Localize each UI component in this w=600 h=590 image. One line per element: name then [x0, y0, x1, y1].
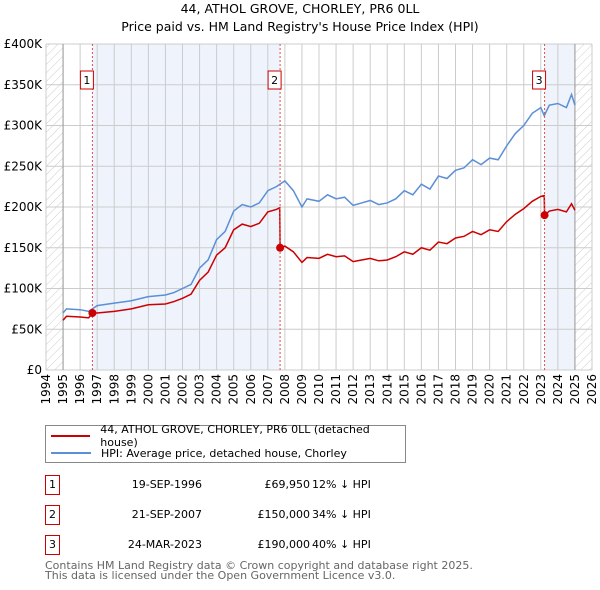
sale-label: 1 — [83, 74, 90, 87]
y-tick-label: £200K — [4, 200, 44, 214]
x-tick-label: 2021 — [500, 374, 514, 405]
sale-point — [540, 211, 549, 220]
chart-subtitle: Price paid vs. HM Land Registry's House … — [121, 19, 479, 34]
y-tick-label: £250K — [4, 159, 44, 173]
sale-label-box — [79, 70, 94, 90]
x-tick-label: 2006 — [244, 374, 258, 405]
y-tick-label: £100K — [4, 282, 44, 296]
sale-number: 2 — [45, 505, 60, 525]
y-tick-label: £50K — [11, 322, 43, 336]
series-line-property — [62, 194, 576, 321]
y-tick-label: £0 — [27, 363, 42, 377]
x-tick-label: 2010 — [312, 374, 326, 405]
x-tick-label: 2024 — [551, 374, 565, 405]
x-tick-label: 2009 — [295, 374, 309, 405]
legend-hpi: HPI: Average price, detached house, Chor… — [101, 446, 347, 460]
x-tick-label: 1999 — [124, 374, 138, 405]
x-tick-label: 2013 — [363, 374, 377, 405]
x-tick-label: 2011 — [329, 374, 343, 405]
x-tick-label: 2000 — [141, 374, 155, 405]
x-tick-label: 2016 — [414, 374, 428, 405]
x-tick-label: 2025 — [568, 374, 582, 405]
sale-price: £69,950 — [264, 478, 311, 491]
sale-label-box — [532, 70, 547, 90]
x-tick-label: 2004 — [210, 374, 224, 405]
sale-hpi-diff: 40% ↓ HPI — [312, 538, 371, 551]
sale-price: £190,000 — [257, 538, 311, 551]
sale-date: 21-SEP-2007 — [131, 508, 202, 521]
sale-point — [88, 308, 97, 317]
y-tick-label: £350K — [4, 78, 44, 92]
price-chart: £0 £50K £100K £150K £200K £250K £300K £350K £400… — [4, 37, 599, 405]
sale-label: 3 — [536, 74, 543, 87]
x-tick-label: 2002 — [176, 374, 190, 405]
sale-label-box — [267, 70, 282, 90]
sale-point — [276, 243, 285, 252]
sale-row: 2 21-SEP-2007 £150,000 34% ↓ HPI — [45, 505, 445, 525]
x-tick-label: 2008 — [278, 374, 292, 405]
footer-licence: This data is licensed under the Open Gov… — [45, 569, 396, 582]
sale-date: 24-MAR-2023 — [127, 538, 202, 551]
x-tick-label: 2015 — [397, 374, 411, 405]
sale-hpi-diff: 34% ↓ HPI — [312, 508, 371, 521]
legend: 44, ATHOL GROVE, CHORLEY, PR6 0LL (detac… — [45, 423, 406, 463]
x-tick-label: 2005 — [227, 374, 241, 405]
y-tick-label: £300K — [4, 119, 44, 133]
x-tick-label: 1996 — [73, 374, 87, 405]
sale-row: 3 24-MAR-2023 £190,000 40% ↓ HPI — [45, 535, 445, 555]
x-tick-label: 2012 — [346, 374, 360, 405]
y-tick-label: £400K — [4, 37, 44, 51]
chart-title: 44, ATHOL GROVE, CHORLEY, PR6 0LL — [180, 1, 420, 16]
x-tick-label: 1995 — [56, 374, 70, 405]
x-tick-label: 2020 — [483, 374, 497, 405]
x-tick-label: 2018 — [449, 374, 463, 405]
x-tick-label: 2022 — [517, 374, 531, 405]
x-tick-label: 2026 — [585, 374, 599, 405]
x-tick-label: 2014 — [380, 374, 394, 405]
x-tick-label: 2007 — [261, 374, 275, 405]
x-tick-label: 2023 — [534, 374, 548, 405]
series-line-hpi — [62, 92, 576, 314]
x-tick-label: 2001 — [158, 374, 172, 405]
sale-label: 2 — [271, 74, 278, 87]
legend-blue-line — [51, 452, 91, 454]
sale-row: 1 19-SEP-1996 £69,950 12% ↓ HPI — [45, 475, 445, 495]
x-tick-label: 2019 — [466, 374, 480, 405]
legend-red-line — [51, 435, 91, 437]
sale-hpi-diff: 12% ↓ HPI — [312, 478, 371, 491]
x-tick-label: 1994 — [39, 374, 53, 405]
legend-property: 44, ATHOL GROVE, CHORLEY, PR6 0LL (detac… — [100, 423, 370, 449]
y-tick-label: £150K — [4, 241, 44, 255]
sale-price: £150,000 — [257, 508, 311, 521]
sale-number: 3 — [45, 535, 60, 555]
footer-copyright: Contains HM Land Registry data © Crown c… — [45, 559, 473, 572]
sale-date: 19-SEP-1996 — [131, 478, 202, 491]
x-tick-label: 2017 — [431, 374, 445, 405]
x-tick-label: 2003 — [193, 374, 207, 405]
x-tick-label: 1998 — [107, 374, 121, 405]
x-tick-label: 1997 — [90, 374, 104, 405]
sale-number: 1 — [45, 475, 60, 495]
